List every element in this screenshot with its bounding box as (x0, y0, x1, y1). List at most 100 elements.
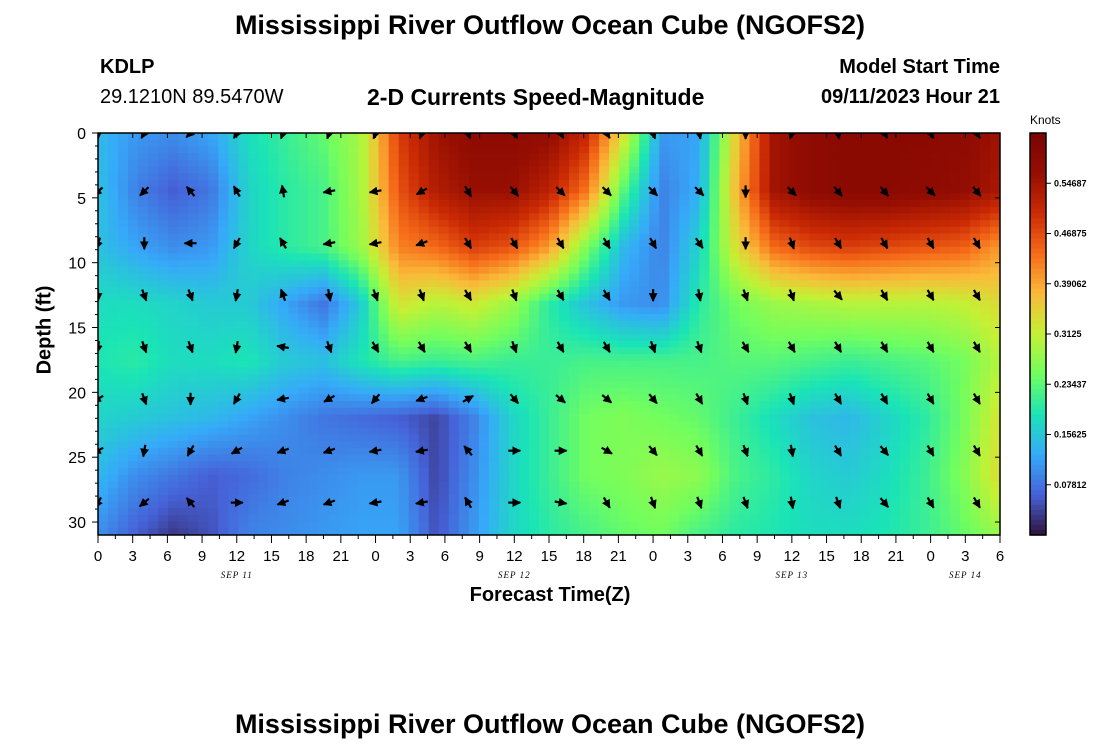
heatmap-cell (729, 153, 741, 161)
heatmap-cell (609, 461, 620, 469)
heatmap-cell (328, 461, 340, 469)
heatmap-cell (649, 474, 660, 482)
heatmap-cell (118, 374, 129, 382)
heatmap-cell (98, 461, 109, 469)
heatmap-cell (739, 354, 751, 362)
heatmap-cell (859, 213, 871, 221)
heatmap-cell (839, 454, 851, 462)
heatmap-cell (408, 313, 420, 322)
heatmap-cell (849, 454, 861, 462)
heatmap-cell (589, 488, 600, 496)
heatmap-cell (398, 206, 410, 214)
heatmap-cell (308, 153, 320, 161)
heatmap-cell (949, 360, 961, 369)
heatmap-cell (458, 213, 470, 221)
heatmap-cell (669, 468, 680, 476)
heatmap-cell (619, 340, 630, 348)
heatmap-cell (478, 488, 490, 496)
heatmap-cell (258, 133, 269, 141)
heatmap-cell (799, 220, 811, 228)
heatmap-cell (218, 153, 229, 161)
heatmap-cell (98, 347, 109, 355)
heatmap-cell (739, 179, 751, 188)
heatmap-cell (749, 340, 761, 348)
heatmap-cell (659, 367, 670, 375)
heatmap-cell (348, 360, 360, 369)
heatmap-cell (899, 240, 911, 248)
heatmap-cell (629, 434, 640, 442)
heatmap-cell (869, 320, 881, 328)
heatmap-cell (699, 488, 710, 496)
heatmap-cell (428, 146, 440, 154)
heatmap-cell (168, 461, 179, 469)
heatmap-cell (398, 347, 410, 355)
heatmap-cell (438, 133, 450, 141)
heatmap-cell (549, 374, 560, 382)
heatmap-cell (448, 434, 460, 442)
heatmap-cell (288, 387, 300, 395)
heatmap-cell (338, 367, 350, 375)
heatmap-cell (398, 501, 410, 509)
heatmap-cell (508, 461, 520, 469)
heatmap-cell (799, 307, 811, 315)
heatmap-cell (378, 313, 390, 322)
heatmap-cell (869, 193, 881, 201)
heatmap-cell (929, 360, 941, 369)
heatmap-cell (709, 260, 720, 268)
heatmap-cell (819, 447, 831, 456)
heatmap-cell (208, 374, 219, 382)
heatmap-cell (619, 267, 630, 275)
heatmap-cell (308, 186, 320, 194)
heatmap-cell (328, 401, 340, 409)
heatmap-cell (118, 220, 129, 228)
heatmap-cell (98, 267, 109, 275)
heatmap-cell (98, 220, 109, 228)
heatmap-cell (889, 166, 901, 174)
heatmap-cell (719, 220, 730, 228)
heatmap-cell (589, 240, 600, 248)
heatmap-cell (719, 468, 730, 476)
heatmap-cell (208, 327, 219, 335)
heatmap-cell (889, 340, 901, 348)
heatmap-cell (418, 146, 430, 154)
heatmap-cell (458, 454, 470, 462)
heatmap-cell (669, 233, 680, 241)
heatmap-cell (398, 246, 410, 255)
heatmap-cell (699, 213, 710, 221)
heatmap-cell (318, 226, 330, 235)
heatmap-cell (538, 273, 550, 281)
heatmap-cell (478, 133, 490, 141)
heatmap-cell (298, 474, 310, 482)
heatmap-cell (579, 414, 590, 422)
heatmap-cell (268, 454, 279, 462)
heatmap-cell (659, 474, 670, 482)
heatmap-cell (709, 407, 720, 415)
heatmap-cell (438, 387, 450, 395)
heatmap-cell (569, 374, 580, 382)
heatmap-cell (398, 488, 410, 496)
heatmap-cell (188, 313, 199, 322)
heatmap-cell (258, 280, 269, 288)
heatmap-cell (689, 267, 700, 275)
heatmap-cell (779, 494, 791, 503)
heatmap-cell (448, 374, 460, 382)
heatmap-cell (228, 414, 239, 422)
heatmap-cell (859, 434, 871, 442)
heatmap-cell (959, 334, 971, 342)
heatmap-cell (919, 327, 931, 335)
heatmap-cell (899, 401, 911, 409)
heatmap-cell (679, 173, 690, 181)
heatmap-cell (839, 193, 851, 201)
heatmap-cell (338, 461, 350, 469)
heatmap-cell (288, 280, 300, 288)
heatmap-cell (128, 153, 139, 161)
heatmap-cell (238, 488, 249, 496)
heatmap-cell (538, 233, 550, 241)
heatmap-cell (398, 240, 410, 248)
heatmap-cell (889, 434, 901, 442)
heatmap-cell (729, 300, 741, 308)
heatmap-cell (579, 347, 590, 355)
heatmap-cell (929, 434, 941, 442)
heatmap-cell (609, 360, 620, 369)
heatmap-cell (218, 233, 229, 241)
